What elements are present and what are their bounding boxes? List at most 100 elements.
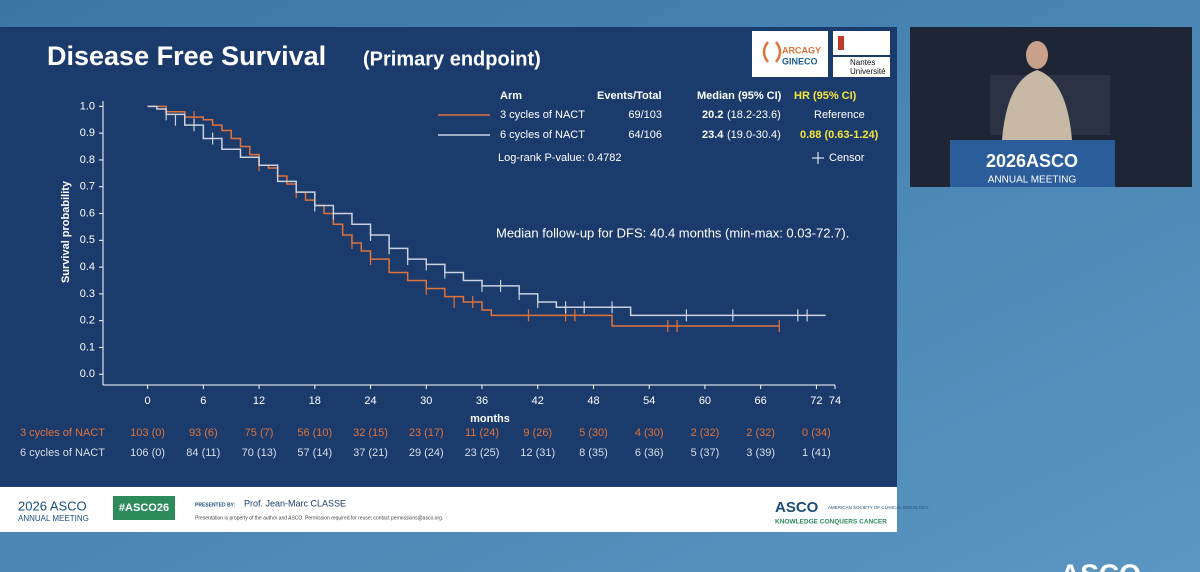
y-tick-label: 0.3 xyxy=(80,288,95,300)
legend-events: 69/103 xyxy=(628,109,662,121)
logrank: Log-rank P-value: 0.4782 xyxy=(498,152,622,164)
survival-curve xyxy=(147,105,826,317)
x-tick-label: 72 xyxy=(810,395,822,407)
x-tick-label: 0 xyxy=(145,395,151,407)
legend-label: 3 cycles of NACT xyxy=(500,109,585,121)
annotation: Median follow-up for DFS: 40.4 months (m… xyxy=(496,225,849,240)
y-tick-label: 0.7 xyxy=(80,181,95,193)
legend-header: Events/Total xyxy=(597,90,662,102)
risk-count: 106 (0) xyxy=(130,447,165,459)
podium-meeting: ANNUAL MEETING xyxy=(988,175,1077,186)
y-tick-label: 0.6 xyxy=(80,207,95,219)
risk-count: 5 (30) xyxy=(579,427,608,439)
legend-label: 6 cycles of NACT xyxy=(500,129,585,141)
x-tick-label: 66 xyxy=(755,395,767,407)
footer-brand: 2026 ASCO xyxy=(18,498,87,513)
asco-logo: ASCO xyxy=(775,499,819,516)
risk-count: 70 (13) xyxy=(242,447,277,459)
legend-header: HR (95% CI) xyxy=(794,90,857,102)
risk-row-label: 3 cycles of NACT xyxy=(20,427,105,439)
hashtag-box xyxy=(113,496,175,520)
y-tick-label: 0.0 xyxy=(80,368,95,380)
x-tick-label: 36 xyxy=(476,395,488,407)
logo-text: GINECO xyxy=(782,56,818,66)
risk-row-label: 6 cycles of NACT xyxy=(20,447,105,459)
legend-events: 64/106 xyxy=(628,129,662,141)
speaker-head xyxy=(1026,41,1048,69)
x-tick-label: 48 xyxy=(587,395,599,407)
x-tick-label: 30 xyxy=(420,395,432,407)
x-tick-label: 18 xyxy=(309,395,321,407)
x-tick-label: 24 xyxy=(364,395,376,407)
y-tick-label: 0.2 xyxy=(80,315,95,327)
podium-brand: 2026ASCO xyxy=(986,151,1078,171)
legend-hr: Reference xyxy=(814,109,865,121)
asco-tagline: KNOWLEDGE CONQUERS CANCER xyxy=(775,519,887,526)
y-tick-label: 1.0 xyxy=(80,100,95,112)
risk-count: 2 (32) xyxy=(746,427,775,439)
risk-count: 29 (24) xyxy=(409,447,444,459)
risk-count: 0 (34) xyxy=(802,427,831,439)
legend-median: 23.4 xyxy=(702,129,724,141)
risk-count: 84 (11) xyxy=(186,447,220,459)
logo-box xyxy=(833,57,890,77)
title: Disease Free Survival xyxy=(47,41,326,71)
y-tick-label: 0.4 xyxy=(80,261,95,273)
disclaimer: Presentation is property of the author a… xyxy=(195,515,443,521)
x-tick-label: 60 xyxy=(699,395,711,407)
x-tick-label: 42 xyxy=(532,395,544,407)
x-tick-label: 54 xyxy=(643,395,655,407)
risk-count: 6 (36) xyxy=(635,447,664,459)
legend-median-ci: (18.2-23.6) xyxy=(727,109,781,121)
risk-count: 11 (24) xyxy=(465,427,499,439)
risk-count: 2 (32) xyxy=(691,427,720,439)
x-tick-label: 74 xyxy=(829,395,841,407)
risk-count: 32 (15) xyxy=(353,427,388,439)
risk-count: 93 (6) xyxy=(189,427,218,439)
footer-meeting: ANNUAL MEETING xyxy=(18,514,89,523)
risk-count: 37 (21) xyxy=(353,447,388,459)
hashtag: #ASCO26 xyxy=(119,502,169,514)
podium xyxy=(950,140,1115,187)
subtitle: (Primary endpoint) xyxy=(363,48,541,70)
logo-text: Nantes xyxy=(850,58,875,67)
x-tick-label: 12 xyxy=(253,395,265,407)
legend-header: Arm xyxy=(500,90,522,102)
risk-count: 1 (41) xyxy=(802,447,831,459)
logo-icon xyxy=(838,36,844,50)
asco-society: AMERICAN SOCIETY OF CLINICAL ONCOLOGY xyxy=(828,505,929,510)
logo-icon xyxy=(762,41,782,63)
x-axis-label: months xyxy=(470,413,510,425)
y-tick-label: 0.9 xyxy=(80,127,95,139)
y-axis-label: Survival probability xyxy=(60,180,72,283)
censor-symbol xyxy=(812,152,824,164)
y-tick-label: 0.1 xyxy=(80,341,95,353)
corner-brand: ASCO xyxy=(1060,558,1141,572)
risk-count: 9 (26) xyxy=(523,427,552,439)
logo-text: Université xyxy=(850,67,886,76)
legend-median-ci: (19.0-30.4) xyxy=(727,129,781,141)
presented-by: PRESENTED BY: xyxy=(195,502,236,508)
risk-count: 23 (17) xyxy=(409,427,444,439)
risk-count: 23 (25) xyxy=(465,447,500,459)
risk-count: 57 (14) xyxy=(297,447,332,459)
risk-count: 103 (0) xyxy=(130,427,165,439)
risk-count: 4 (30) xyxy=(635,427,664,439)
legend-median: 20.2 xyxy=(702,109,723,121)
risk-count: 8 (35) xyxy=(579,447,608,459)
risk-count: 5 (37) xyxy=(691,447,720,459)
x-tick-label: 6 xyxy=(200,395,206,407)
legend: Arm Events/Total Median (95% CI) HR (95%… xyxy=(498,90,865,164)
risk-count: 75 (7) xyxy=(245,427,274,439)
y-tick-label: 0.5 xyxy=(80,234,95,246)
slide xyxy=(0,27,897,487)
logo-text: ARCAGY xyxy=(782,45,821,55)
legend-header: Median (95% CI) xyxy=(697,90,782,102)
legend-hr: 0.88 (0.63-1.24) xyxy=(800,129,879,141)
risk-count: 3 (39) xyxy=(746,447,775,459)
risk-count: 12 (31) xyxy=(520,447,555,459)
y-tick-label: 0.8 xyxy=(80,154,95,166)
risk-count: 56 (10) xyxy=(297,427,332,439)
